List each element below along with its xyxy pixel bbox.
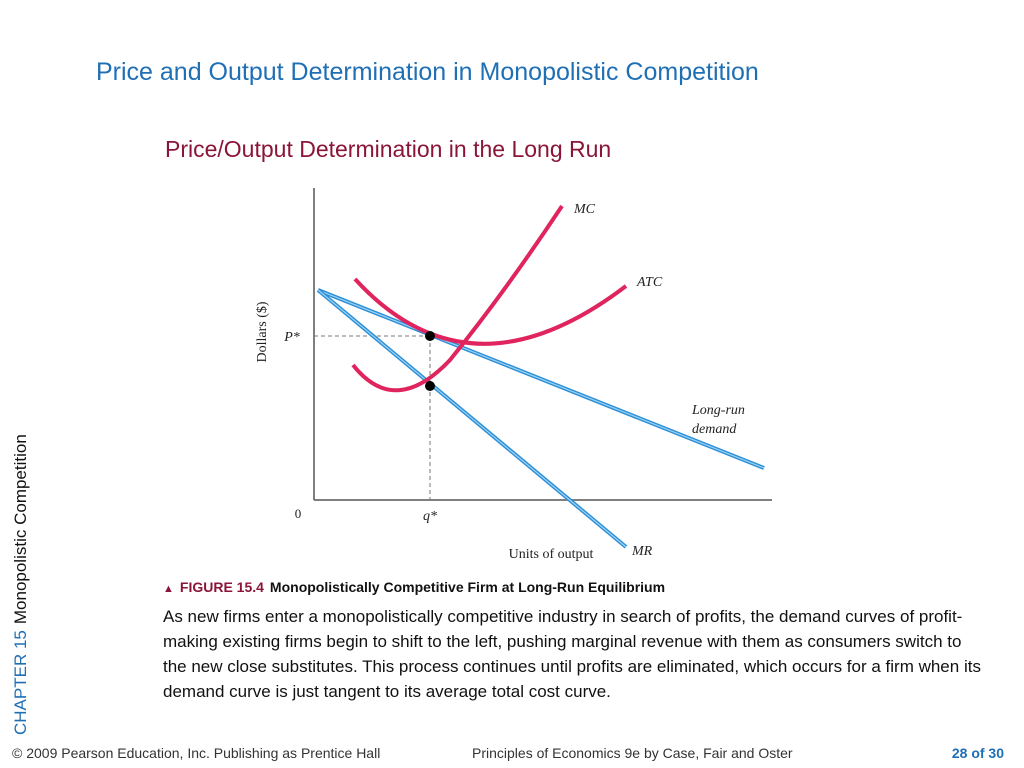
long-run-demand-highlight xyxy=(317,289,765,469)
footer: © 2009 Pearson Education, Inc. Publishin… xyxy=(0,745,1024,768)
y-axis-label: Dollars ($) xyxy=(255,301,270,362)
figure-caption-body: As new firms enter a monopolistically co… xyxy=(163,607,981,701)
book-title: Principles of Economics 9e by Case, Fair… xyxy=(472,745,793,761)
long-run-equilibrium-diagram: Dollars ($) Units of output 0 P* q* MC A… xyxy=(255,188,772,562)
copyright-text: © 2009 Pearson Education, Inc. Publishin… xyxy=(12,745,381,761)
atc-curve xyxy=(353,277,628,346)
caption-marker-icon: ▲ xyxy=(163,583,174,595)
mc-curve xyxy=(351,204,564,393)
mr-label: MR xyxy=(631,544,653,559)
mr-curve-highlight xyxy=(317,289,627,548)
q-star-label: q* xyxy=(423,509,437,524)
equilibrium-point-mc-mr xyxy=(425,381,435,391)
equilibrium-point-price xyxy=(425,331,435,341)
mc-label: MC xyxy=(573,202,596,217)
figure-title: Monopolistically Competitive Firm at Lon… xyxy=(269,579,666,595)
slide-title: Price and Output Determination in Monopo… xyxy=(96,58,759,86)
demand-label-line2: demand xyxy=(692,422,737,437)
chapter-number: CHAPTER 15 xyxy=(11,630,30,735)
page-number: 28 of 30 xyxy=(951,745,1004,761)
demand-label-line1: Long-run xyxy=(691,403,745,418)
figure-caption-heading: ▲ FIGURE 15.4 Monopolistically Competitive… xyxy=(163,579,665,595)
x-axis-label: Units of output xyxy=(509,547,594,562)
origin-label: 0 xyxy=(295,506,302,521)
figure-number: FIGURE 15.4 xyxy=(179,579,264,595)
atc-label: ATC xyxy=(636,275,663,290)
p-star-label: P* xyxy=(283,330,300,345)
slide-subtitle: Price/Output Determination in the Long R… xyxy=(165,136,612,162)
